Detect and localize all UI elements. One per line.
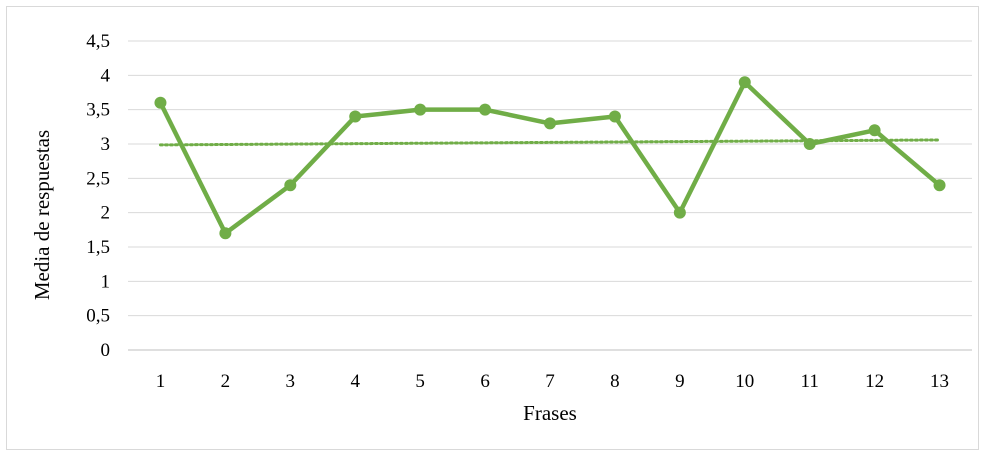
data-point: [868, 124, 881, 137]
y-tick-label: 3: [101, 134, 111, 155]
x-tick-label: 6: [480, 371, 490, 392]
data-point: [803, 138, 816, 150]
y-tick-label: 2,5: [86, 168, 110, 189]
data-point: [738, 76, 751, 89]
y-tick-label: 4,5: [86, 31, 110, 52]
data-point: [479, 103, 492, 116]
data-point: [933, 179, 946, 192]
data-point: [154, 96, 167, 109]
x-tick-labels: 1 2 3 4 5 6 7 8 9 10 11 12 13: [156, 371, 949, 392]
y-tick-label: 1,5: [86, 237, 110, 258]
x-tick-label: 1: [156, 371, 166, 392]
x-tick-label: 5: [415, 371, 425, 392]
x-tick-label: 7: [545, 371, 555, 392]
data-point: [673, 206, 686, 219]
data-point: [608, 110, 621, 123]
x-tick-label: 3: [286, 371, 296, 392]
y-axis-title: Media de respuestas: [30, 130, 54, 300]
data-point: [349, 110, 362, 123]
x-tick-label: 4: [350, 371, 360, 392]
data-point: [284, 179, 297, 192]
x-tick-label: 10: [735, 371, 754, 392]
data-point: [544, 117, 556, 130]
y-tick-label: 3,5: [86, 100, 110, 121]
y-tick-label: 0: [101, 340, 111, 361]
x-tick-label: 2: [221, 371, 231, 392]
series-line: [158, 79, 942, 236]
x-tick-label: 12: [865, 371, 884, 392]
data-point: [414, 103, 427, 116]
data-point: [219, 227, 232, 240]
x-tick-label: 8: [610, 371, 620, 392]
series: [154, 76, 946, 240]
x-tick-label: 11: [801, 371, 819, 392]
x-tick-label: 9: [675, 371, 685, 392]
x-tick-label: 13: [930, 371, 949, 392]
y-tick-label: 4: [101, 65, 111, 86]
x-axis-title: Frases: [523, 401, 577, 425]
chart-area: [6, 6, 979, 450]
y-tick-label: 1: [101, 271, 111, 292]
y-tick-label: 0,5: [86, 306, 110, 327]
y-tick-label: 2: [101, 203, 111, 224]
y-tick-labels: 0 0,5 1 1,5 2 2,5 3 3,5 4 4,5: [86, 31, 110, 361]
gridlines: [128, 40, 972, 317]
